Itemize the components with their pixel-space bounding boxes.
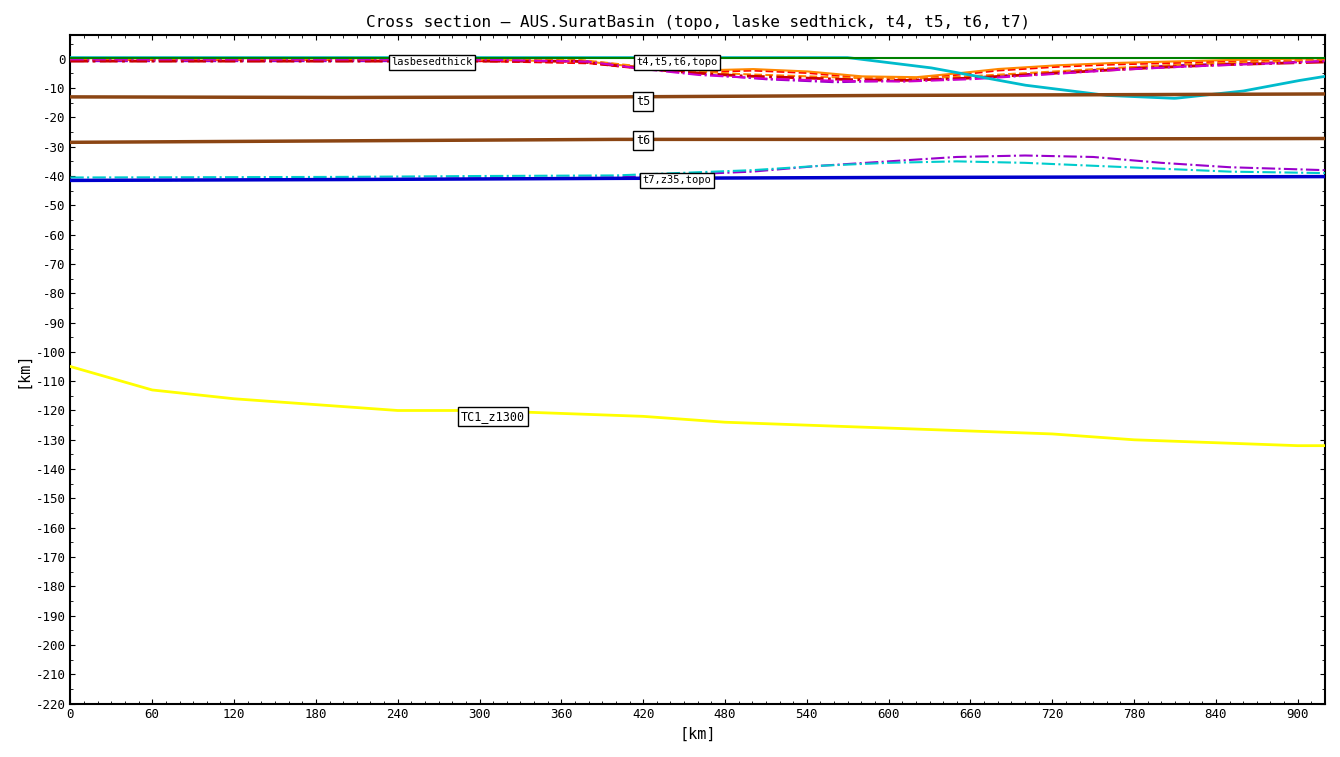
- Text: t7,z35,topo: t7,z35,topo: [643, 176, 712, 185]
- Text: t6: t6: [636, 134, 650, 148]
- X-axis label: [km]: [km]: [679, 727, 716, 742]
- Text: lasbesedthick: lasbesedthick: [391, 58, 473, 67]
- Text: TC1_z1300: TC1_z1300: [461, 410, 525, 423]
- Title: Cross section – AUS.SuratBasin (topo, laske sedthick, t4, t5, t6, t7): Cross section – AUS.SuratBasin (topo, la…: [366, 15, 1029, 30]
- Text: t5: t5: [636, 95, 650, 107]
- Text: t4,t5,t6,topo: t4,t5,t6,topo: [636, 58, 718, 67]
- Y-axis label: [km]: [km]: [15, 351, 29, 388]
